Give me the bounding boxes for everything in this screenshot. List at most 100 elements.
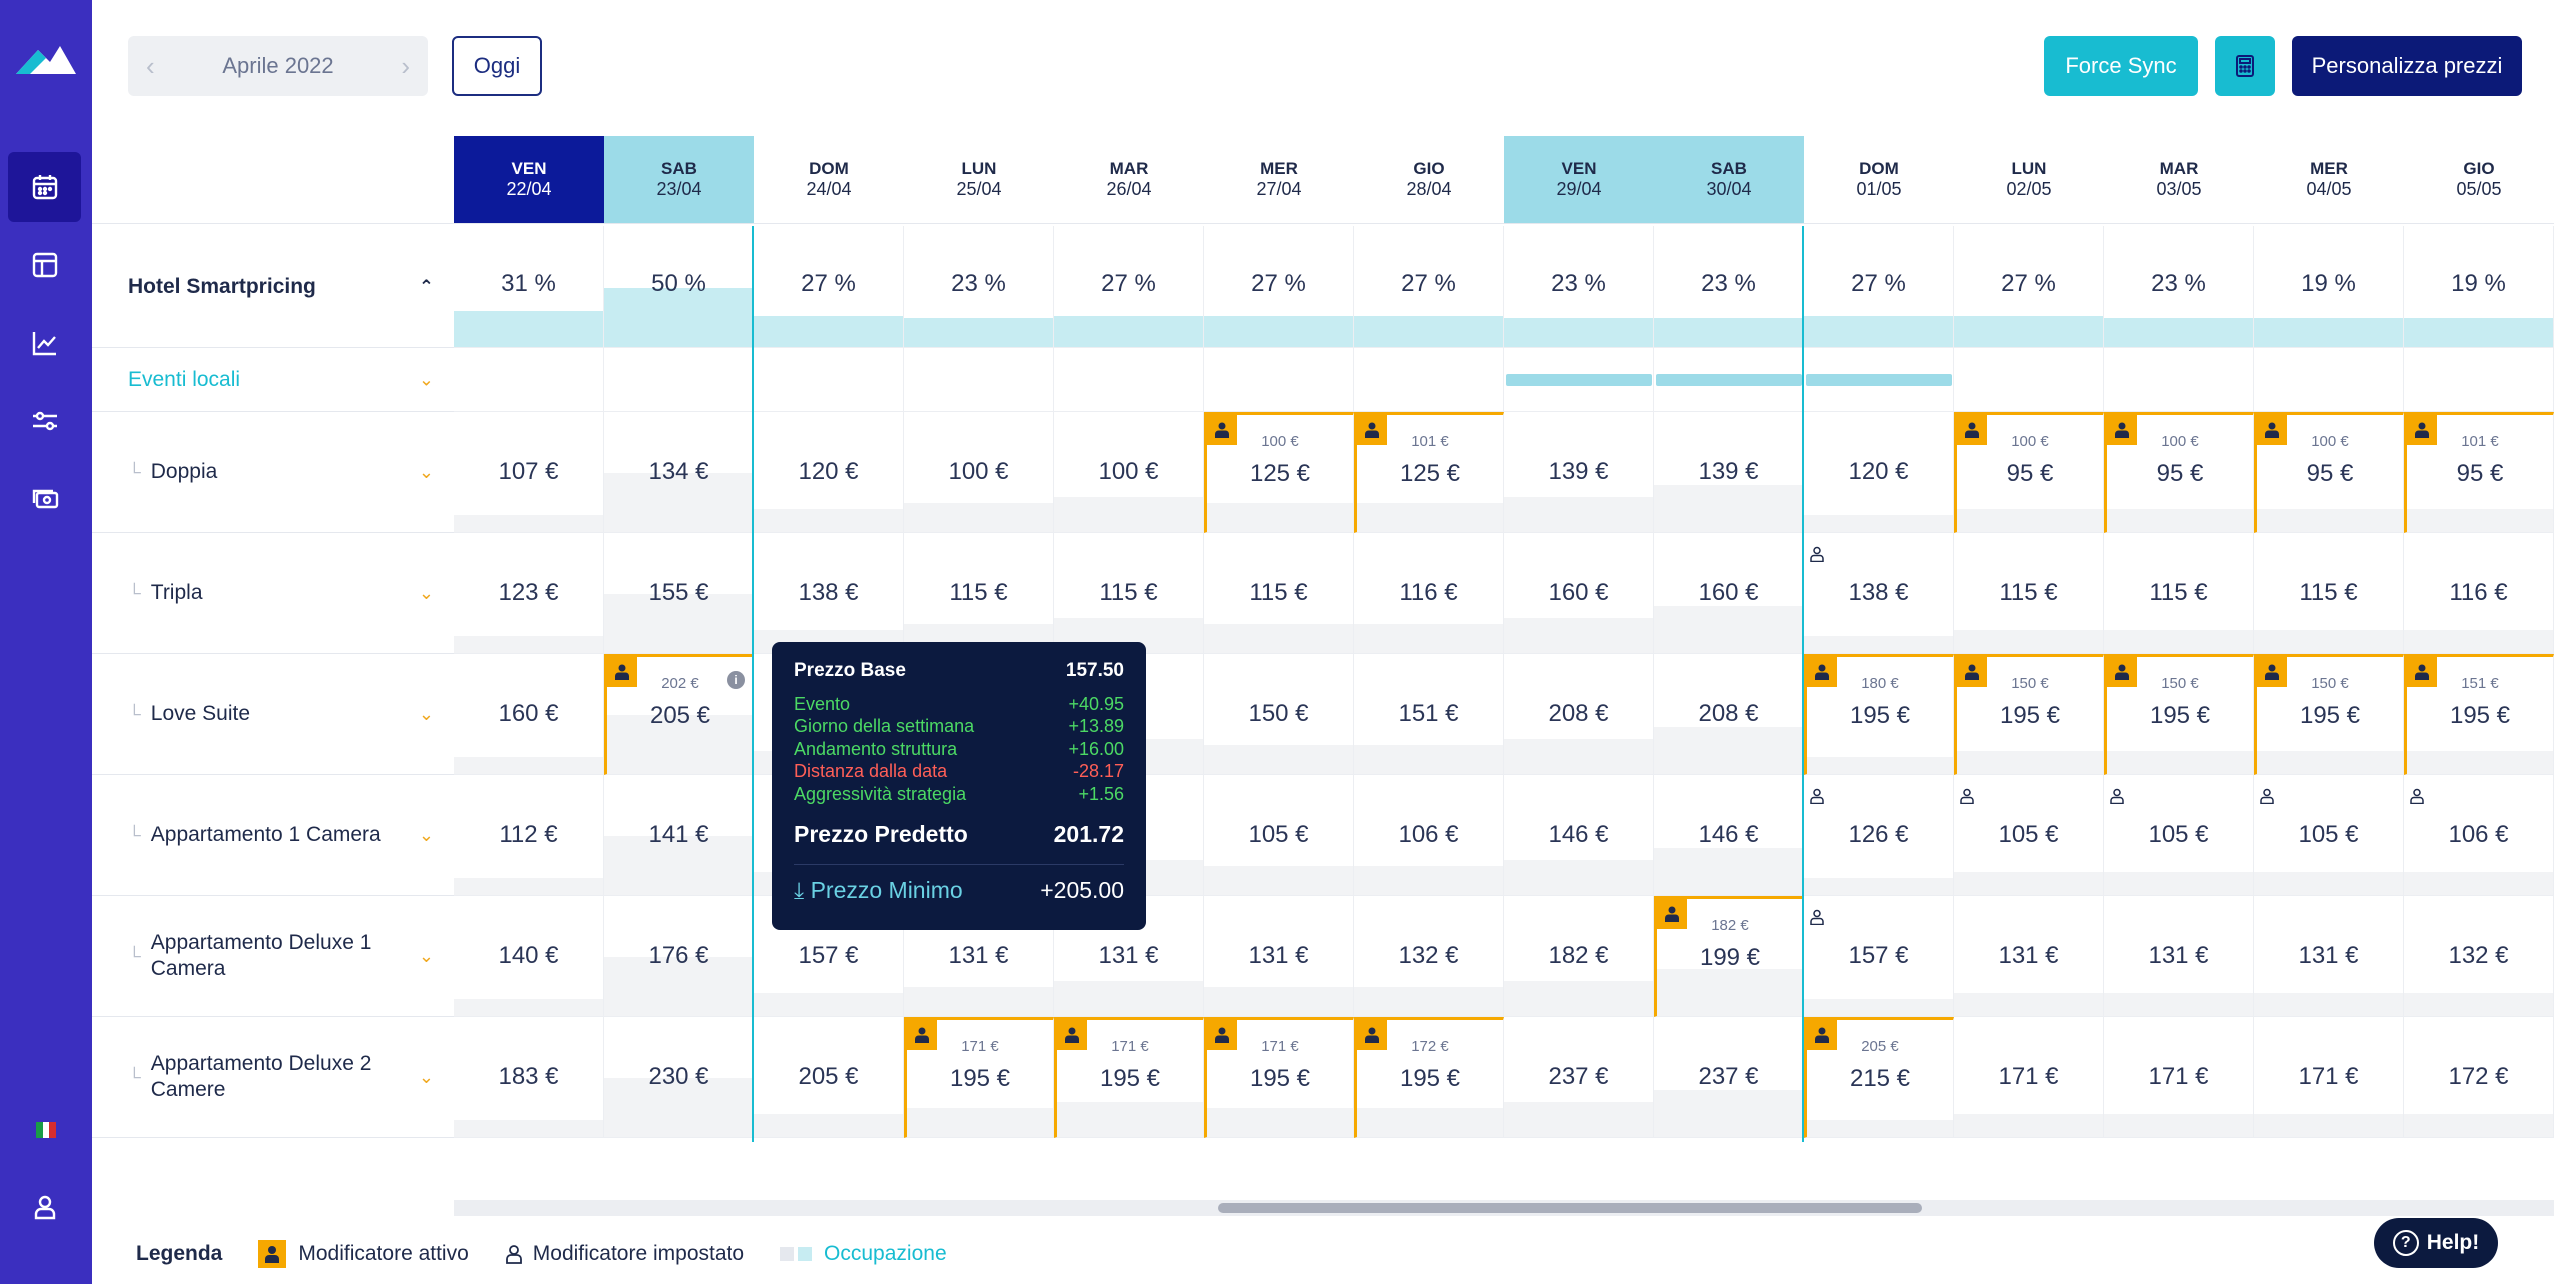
- nav-layout[interactable]: [8, 230, 81, 300]
- price-cell[interactable]: 208 €: [1654, 654, 1804, 775]
- price-cell[interactable]: 100 € 95 €: [2254, 412, 2404, 533]
- hotel-row-label[interactable]: Hotel Smartpricing ⌃: [92, 226, 454, 348]
- price-cell[interactable]: 171 €: [2254, 1017, 2404, 1138]
- language-flag-icon[interactable]: [36, 1122, 57, 1138]
- chevron-down-icon[interactable]: ⌄: [418, 1067, 434, 1087]
- price-cell[interactable]: 146 €: [1504, 775, 1654, 896]
- price-cell[interactable]: 107 €: [454, 412, 604, 533]
- price-cell[interactable]: 138 €: [1804, 533, 1954, 654]
- chevron-down-icon[interactable]: ⌄: [418, 462, 434, 482]
- price-cell[interactable]: 115 €: [904, 533, 1054, 654]
- price-cell[interactable]: 155 €: [604, 533, 754, 654]
- price-cell[interactable]: 182 € 199 €: [1654, 896, 1804, 1017]
- nav-user[interactable]: [8, 1172, 81, 1242]
- price-cell[interactable]: 105 €: [2254, 775, 2404, 896]
- help-button[interactable]: ? Help!: [2374, 1218, 2498, 1268]
- today-button[interactable]: Oggi: [452, 36, 542, 96]
- price-cell[interactable]: 160 €: [454, 654, 604, 775]
- room-row-label[interactable]: └ Appartamento Deluxe 1 Camera ⌄: [92, 896, 454, 1017]
- chevron-down-icon[interactable]: ⌄: [418, 704, 434, 724]
- price-cell[interactable]: 115 €: [1954, 533, 2104, 654]
- nav-analytics[interactable]: [8, 308, 81, 378]
- price-cell[interactable]: 115 €: [2254, 533, 2404, 654]
- price-cell[interactable]: 160 €: [1654, 533, 1804, 654]
- price-cell[interactable]: 151 € 195 €: [2404, 654, 2554, 775]
- price-cell[interactable]: 120 €: [754, 412, 904, 533]
- price-cell[interactable]: 171 € 195 €: [904, 1017, 1054, 1138]
- nav-rates[interactable]: [8, 464, 81, 534]
- price-cell[interactable]: 172 € 195 €: [1354, 1017, 1504, 1138]
- price-cell[interactable]: 101 € 95 €: [2404, 412, 2554, 533]
- price-cell[interactable]: 151 €: [1354, 654, 1504, 775]
- price-cell[interactable]: 131 €: [1054, 896, 1204, 1017]
- price-cell[interactable]: 230 €: [604, 1017, 754, 1138]
- event-bar[interactable]: [1506, 374, 1652, 386]
- event-bar[interactable]: [1656, 374, 1802, 386]
- price-cell[interactable]: 205 € 215 €: [1804, 1017, 1954, 1138]
- info-icon[interactable]: i: [727, 671, 745, 689]
- chevron-left-icon[interactable]: ‹: [146, 50, 155, 81]
- price-cell[interactable]: 105 €: [1204, 775, 1354, 896]
- price-cell[interactable]: 123 €: [454, 533, 604, 654]
- room-row-label[interactable]: └ Appartamento 1 Camera ⌄: [92, 775, 454, 896]
- scrollbar-thumb[interactable]: [1218, 1203, 1922, 1213]
- price-cell[interactable]: 182 €: [1504, 896, 1654, 1017]
- price-cell[interactable]: 150 €: [1204, 654, 1354, 775]
- price-cell[interactable]: 112 €: [454, 775, 604, 896]
- price-cell[interactable]: 106 €: [1354, 775, 1504, 896]
- room-row-label[interactable]: └ Doppia ⌄: [92, 412, 454, 533]
- price-cell[interactable]: 150 € 195 €: [1954, 654, 2104, 775]
- price-cell[interactable]: 171 € 195 €: [1054, 1017, 1204, 1138]
- price-cell[interactable]: 138 €: [754, 533, 904, 654]
- price-cell[interactable]: 131 €: [2254, 896, 2404, 1017]
- price-cell[interactable]: 116 €: [2404, 533, 2554, 654]
- price-cell[interactable]: 134 €: [604, 412, 754, 533]
- chevron-right-icon[interactable]: ›: [401, 50, 410, 81]
- nav-settings[interactable]: [8, 386, 81, 456]
- price-cell[interactable]: 106 €: [2404, 775, 2554, 896]
- nav-calendar[interactable]: [8, 152, 81, 222]
- price-cell[interactable]: 202 € 205 € i: [604, 654, 754, 775]
- price-cell[interactable]: 100 € 95 €: [1954, 412, 2104, 533]
- price-cell[interactable]: 100 € 95 €: [2104, 412, 2254, 533]
- chevron-down-icon[interactable]: ⌄: [418, 825, 434, 845]
- price-cell[interactable]: 150 € 195 €: [2254, 654, 2404, 775]
- events-row-label[interactable]: Eventi locali ⌄: [92, 348, 454, 412]
- price-cell[interactable]: 237 €: [1504, 1017, 1654, 1138]
- price-cell[interactable]: 139 €: [1504, 412, 1654, 533]
- price-cell[interactable]: 100 € 125 €: [1204, 412, 1354, 533]
- price-cell[interactable]: 172 €: [2404, 1017, 2554, 1138]
- price-cell[interactable]: 157 €: [754, 896, 904, 1017]
- price-cell[interactable]: 160 €: [1504, 533, 1654, 654]
- price-cell[interactable]: 100 €: [904, 412, 1054, 533]
- price-cell[interactable]: 116 €: [1354, 533, 1504, 654]
- price-cell[interactable]: 157 €: [1804, 896, 1954, 1017]
- chevron-down-icon[interactable]: ⌄: [418, 583, 434, 603]
- room-row-label[interactable]: └ Appartamento Deluxe 2 Camere ⌄: [92, 1017, 454, 1138]
- price-cell[interactable]: 100 €: [1054, 412, 1204, 533]
- price-cell[interactable]: 180 € 195 €: [1804, 654, 1954, 775]
- chevron-down-icon[interactable]: ⌄: [418, 369, 434, 389]
- price-cell[interactable]: 131 €: [2104, 896, 2254, 1017]
- customize-prices-button[interactable]: Personalizza prezzi: [2292, 36, 2522, 96]
- event-bar[interactable]: [1806, 374, 1952, 386]
- price-cell[interactable]: 183 €: [454, 1017, 604, 1138]
- chevron-up-icon[interactable]: ⌃: [418, 276, 434, 296]
- price-cell[interactable]: 171 € 195 €: [1204, 1017, 1354, 1138]
- price-cell[interactable]: 176 €: [604, 896, 754, 1017]
- price-cell[interactable]: 141 €: [604, 775, 754, 896]
- price-cell[interactable]: 132 €: [2404, 896, 2554, 1017]
- force-sync-button[interactable]: Force Sync: [2044, 36, 2198, 96]
- price-cell[interactable]: 140 €: [454, 896, 604, 1017]
- price-cell[interactable]: 120 €: [1804, 412, 1954, 533]
- price-cell[interactable]: 171 €: [2104, 1017, 2254, 1138]
- price-cell[interactable]: 131 €: [1204, 896, 1354, 1017]
- price-cell[interactable]: 105 €: [2104, 775, 2254, 896]
- price-cell[interactable]: 146 €: [1654, 775, 1804, 896]
- price-cell[interactable]: 115 €: [2104, 533, 2254, 654]
- price-cell[interactable]: 131 €: [1954, 896, 2104, 1017]
- price-cell[interactable]: 132 €: [1354, 896, 1504, 1017]
- price-cell[interactable]: 237 €: [1654, 1017, 1804, 1138]
- room-row-label[interactable]: └ Love Suite ⌄: [92, 654, 454, 775]
- price-cell[interactable]: 150 € 195 €: [2104, 654, 2254, 775]
